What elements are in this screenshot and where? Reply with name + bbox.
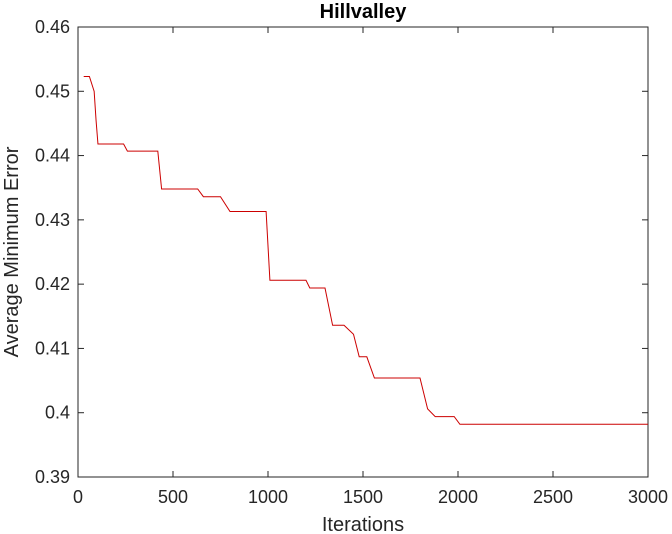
- chart-title: Hillvalley: [320, 1, 408, 23]
- x-tick-label: 0: [73, 487, 83, 507]
- series-layer: [83, 76, 648, 425]
- x-tick-label: 1000: [248, 487, 288, 507]
- x-tick-label: 2500: [533, 487, 573, 507]
- y-axis-label: Average Minimum Error: [1, 146, 23, 357]
- y-tick-label: 0.39: [35, 467, 70, 487]
- y-tick-label: 0.41: [35, 338, 70, 358]
- x-tick-label: 3000: [628, 487, 668, 507]
- x-tick-label: 2000: [438, 487, 478, 507]
- y-tick-label: 0.43: [35, 210, 70, 230]
- x-tick-label: 500: [158, 487, 188, 507]
- x-axis: 0 500 1000 1500 2000 2500 3000: [73, 27, 668, 507]
- y-tick-label: 0.4: [45, 403, 70, 423]
- y-tick-label: 0.45: [35, 81, 70, 101]
- x-tick-label: 1500: [343, 487, 383, 507]
- series-line-0: [83, 76, 648, 425]
- y-axis: 0.39 0.4 0.41 0.42 0.43 0.44 0.45 0.46: [35, 17, 648, 487]
- y-tick-label: 0.46: [35, 17, 70, 37]
- y-tick-label: 0.42: [35, 274, 70, 294]
- y-tick-label: 0.44: [35, 146, 70, 166]
- x-axis-label: Iterations: [322, 514, 404, 534]
